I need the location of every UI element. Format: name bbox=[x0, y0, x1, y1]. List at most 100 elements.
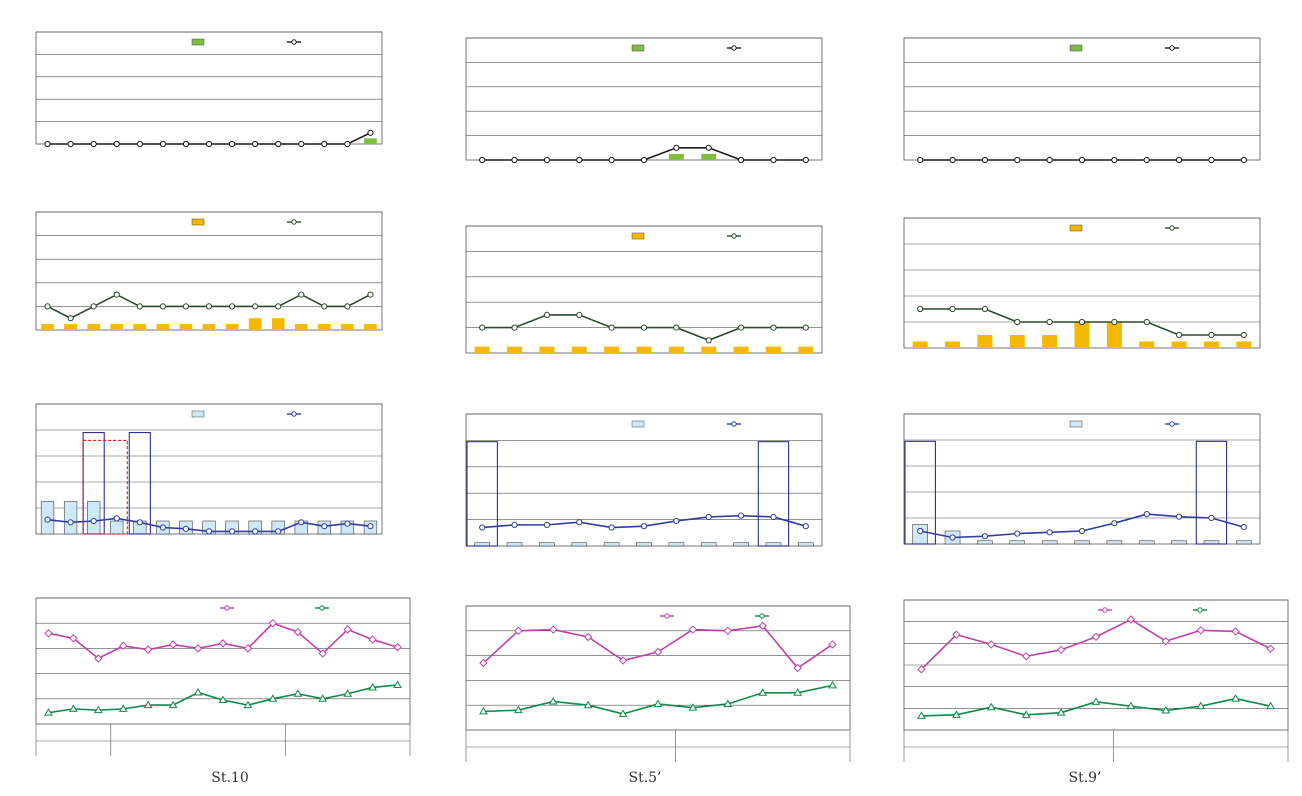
bar bbox=[733, 346, 749, 353]
data-point bbox=[723, 699, 733, 707]
data-point bbox=[618, 656, 628, 665]
bar bbox=[700, 542, 717, 547]
data-point bbox=[618, 709, 628, 717]
bar bbox=[1203, 341, 1219, 348]
bar bbox=[636, 346, 652, 353]
data-point bbox=[705, 513, 712, 521]
data-point bbox=[168, 700, 178, 709]
data-point bbox=[1091, 697, 1101, 705]
legend-marker bbox=[319, 605, 325, 611]
data-point bbox=[344, 303, 351, 310]
data-point bbox=[770, 156, 777, 164]
bar bbox=[701, 346, 717, 353]
data-point bbox=[1231, 627, 1240, 636]
chart-panel bbox=[465, 225, 823, 354]
data-point bbox=[44, 516, 51, 523]
legend-marker bbox=[291, 411, 297, 417]
data-point bbox=[1231, 694, 1241, 702]
data-point bbox=[917, 527, 924, 535]
bar bbox=[977, 540, 993, 545]
bar bbox=[506, 542, 523, 547]
data-point bbox=[275, 528, 282, 535]
data-point bbox=[1266, 701, 1275, 710]
legend-marker bbox=[664, 613, 670, 619]
bar bbox=[1042, 335, 1058, 348]
data-point bbox=[136, 140, 143, 148]
data-point bbox=[1021, 652, 1031, 661]
data-point bbox=[344, 520, 351, 527]
data-point bbox=[69, 634, 78, 643]
data-point bbox=[252, 140, 259, 148]
data-point bbox=[1143, 156, 1150, 164]
data-point bbox=[640, 156, 648, 164]
bar bbox=[765, 346, 781, 353]
data-point bbox=[949, 156, 956, 164]
legend-marker bbox=[1169, 225, 1175, 231]
station-label: St.5’ bbox=[628, 770, 662, 786]
bar bbox=[945, 341, 961, 348]
data-point bbox=[1111, 156, 1118, 164]
data-point bbox=[275, 303, 282, 310]
legend-swatch bbox=[631, 44, 645, 52]
bar bbox=[1138, 540, 1155, 545]
data-point bbox=[293, 689, 303, 697]
bar bbox=[364, 138, 377, 144]
data-point bbox=[793, 663, 802, 673]
plot-area bbox=[903, 37, 1261, 161]
bar bbox=[539, 542, 555, 547]
data-point bbox=[1056, 645, 1066, 655]
legend-marker bbox=[291, 39, 297, 45]
data-point bbox=[576, 156, 583, 164]
data-point bbox=[90, 517, 97, 525]
bar bbox=[571, 346, 587, 353]
data-point bbox=[368, 682, 377, 691]
chart-panel bbox=[903, 37, 1261, 164]
legend-marker bbox=[731, 233, 737, 239]
bar bbox=[87, 501, 101, 535]
data-point bbox=[981, 156, 989, 164]
legend-swatch bbox=[1069, 44, 1083, 52]
chart-panel bbox=[903, 413, 1261, 545]
data-point bbox=[986, 702, 996, 711]
legend-marker bbox=[1169, 45, 1175, 51]
data-point bbox=[576, 311, 583, 319]
data-point bbox=[193, 644, 203, 653]
data-point bbox=[917, 665, 926, 674]
data-point bbox=[583, 632, 593, 642]
legend-marker bbox=[731, 45, 737, 51]
data-point bbox=[583, 700, 593, 709]
data-point bbox=[321, 303, 328, 310]
data-point bbox=[479, 658, 488, 668]
data-point bbox=[118, 704, 128, 712]
bar bbox=[179, 324, 193, 330]
data-point bbox=[1014, 318, 1021, 326]
data-point bbox=[1266, 644, 1275, 653]
data-point bbox=[218, 695, 228, 704]
data-point bbox=[1126, 615, 1136, 624]
data-point bbox=[1208, 514, 1215, 522]
data-point bbox=[673, 144, 680, 151]
bar bbox=[1236, 540, 1252, 545]
bar bbox=[798, 542, 814, 547]
legend-marker bbox=[1102, 607, 1108, 613]
bar bbox=[341, 324, 354, 330]
data-point bbox=[1126, 701, 1136, 710]
chart-panel bbox=[35, 211, 383, 331]
data-point bbox=[951, 710, 961, 718]
data-point bbox=[67, 315, 74, 322]
bar bbox=[912, 341, 928, 348]
bar bbox=[1009, 540, 1026, 545]
data-point bbox=[705, 337, 712, 344]
data-point bbox=[268, 618, 278, 628]
data-point bbox=[218, 639, 228, 648]
data-point bbox=[802, 523, 809, 530]
bar bbox=[133, 324, 147, 330]
bar bbox=[364, 324, 377, 330]
data-point bbox=[321, 140, 328, 148]
bar bbox=[603, 542, 620, 547]
plot-area bbox=[35, 31, 383, 145]
station-label: St.10 bbox=[211, 770, 249, 786]
bar bbox=[294, 324, 308, 330]
data-point bbox=[737, 156, 745, 164]
data-point bbox=[949, 534, 956, 541]
